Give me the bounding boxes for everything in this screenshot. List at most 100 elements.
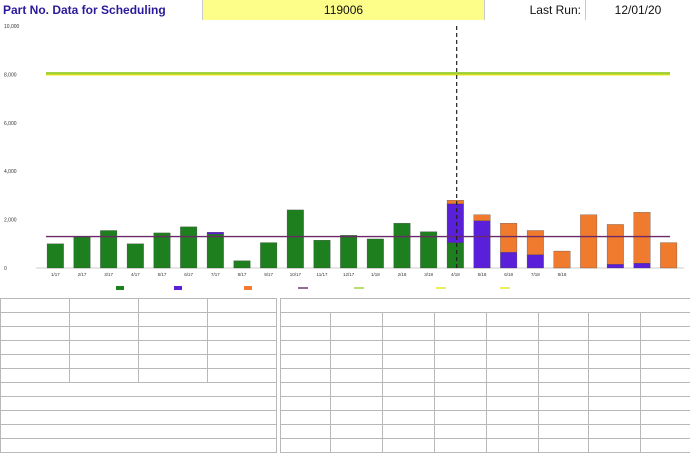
table-row — [0, 396, 277, 411]
table-row — [280, 382, 690, 397]
bar-segment-green — [446, 242, 464, 269]
table-cell — [486, 382, 539, 397]
table-cell — [538, 326, 589, 341]
schedule-detail-table — [280, 298, 690, 453]
chart-svg: 10,000 8,000 6,000 4,000 2,000 0 1/17 2/17 3/17 4… — [4, 24, 684, 290]
table-row — [280, 368, 690, 383]
table-cell — [486, 326, 539, 341]
bar-segment-blue — [473, 220, 491, 269]
column-header — [330, 312, 383, 327]
table-row — [0, 354, 277, 369]
table-cell — [382, 396, 435, 411]
x-tick-label: 3/18 — [424, 272, 433, 277]
table-cell — [588, 382, 641, 397]
table-cell — [0, 368, 70, 383]
table-row — [0, 298, 277, 313]
table-cell — [588, 438, 641, 453]
table-row — [280, 354, 690, 369]
table-cell — [588, 424, 641, 439]
table-cell — [280, 424, 331, 439]
table-title-row — [280, 298, 690, 313]
table-title — [280, 298, 690, 313]
table-row — [280, 340, 690, 355]
bar-segment-green — [286, 209, 304, 269]
y-tick-label: 2,000 — [4, 218, 17, 224]
table-cell — [640, 396, 690, 411]
table-cell — [280, 368, 331, 383]
table-cell — [588, 396, 641, 411]
x-tick-label: 7/17 — [211, 272, 220, 277]
table-cell — [434, 368, 487, 383]
table-cell — [434, 340, 487, 355]
table-cell — [434, 438, 487, 453]
table-cell — [434, 396, 487, 411]
table-cell — [640, 340, 690, 355]
table-cell — [538, 410, 589, 425]
bar-segment-orange — [580, 214, 598, 269]
x-tick-label: 8/18 — [558, 272, 567, 277]
column-header — [640, 312, 690, 327]
table-cell — [280, 354, 331, 369]
bar-segment-green — [153, 232, 171, 269]
x-tick-label: 6/18 — [504, 272, 513, 277]
bar-segment-orange — [473, 214, 491, 221]
table-cell — [280, 326, 331, 341]
bar-segment-blue — [206, 232, 224, 235]
x-tick-label: 1/18 — [371, 272, 380, 277]
table-cell — [138, 354, 208, 369]
table-cell — [207, 354, 277, 369]
table-cell — [640, 368, 690, 383]
bar-segment-green — [73, 236, 91, 269]
table-cell — [434, 354, 487, 369]
x-tick-label: 10/17 — [290, 272, 302, 277]
x-tick-label: 8/17 — [238, 272, 247, 277]
bar-segment-orange — [500, 223, 518, 253]
table-cell — [538, 424, 589, 439]
table-row — [0, 368, 277, 383]
table-cell — [138, 340, 208, 355]
bar-segment-orange — [633, 212, 651, 264]
table-cell — [0, 396, 277, 411]
table-cell — [538, 368, 589, 383]
table-cell — [207, 298, 277, 313]
table-cell — [138, 368, 208, 383]
table-cell — [434, 410, 487, 425]
x-tick-label: 2/17 — [78, 272, 87, 277]
x-tick-label: 7/18 — [531, 272, 540, 277]
table-row — [0, 382, 277, 397]
table-cell — [330, 438, 383, 453]
x-tick-label: 1/17 — [51, 272, 60, 277]
bar-segment-blue — [500, 252, 518, 269]
bar-segment-green — [233, 260, 251, 269]
bar-segment-green — [260, 242, 278, 269]
table-cell — [382, 368, 435, 383]
table-cell — [280, 396, 331, 411]
table-cell — [588, 326, 641, 341]
table-cell — [382, 424, 435, 439]
last-run-label: Last Run: — [529, 3, 581, 17]
table-cell — [330, 326, 383, 341]
table-row — [280, 410, 690, 425]
table-cell — [434, 326, 487, 341]
table-cell — [330, 382, 383, 397]
bar-segment-green — [206, 233, 224, 269]
table-cell — [434, 424, 487, 439]
bar-segment-blue — [526, 254, 544, 269]
table-cell — [330, 396, 383, 411]
legend-swatch — [174, 286, 182, 290]
table-cell — [69, 298, 139, 313]
bar-segment-green — [100, 230, 118, 269]
table-cell — [486, 354, 539, 369]
table-cell — [382, 438, 435, 453]
part-number-field[interactable]: 119006 — [202, 0, 485, 20]
x-tick-label: 5/18 — [478, 272, 487, 277]
table-cell — [330, 424, 383, 439]
table-cell — [434, 382, 487, 397]
table-cell — [588, 354, 641, 369]
table-cell — [207, 340, 277, 355]
table-cell — [69, 326, 139, 341]
y-tick-label: 4,000 — [4, 169, 17, 175]
table-cell — [0, 326, 70, 341]
table-cell — [207, 368, 277, 383]
y-tick-label: 8,000 — [4, 72, 17, 78]
